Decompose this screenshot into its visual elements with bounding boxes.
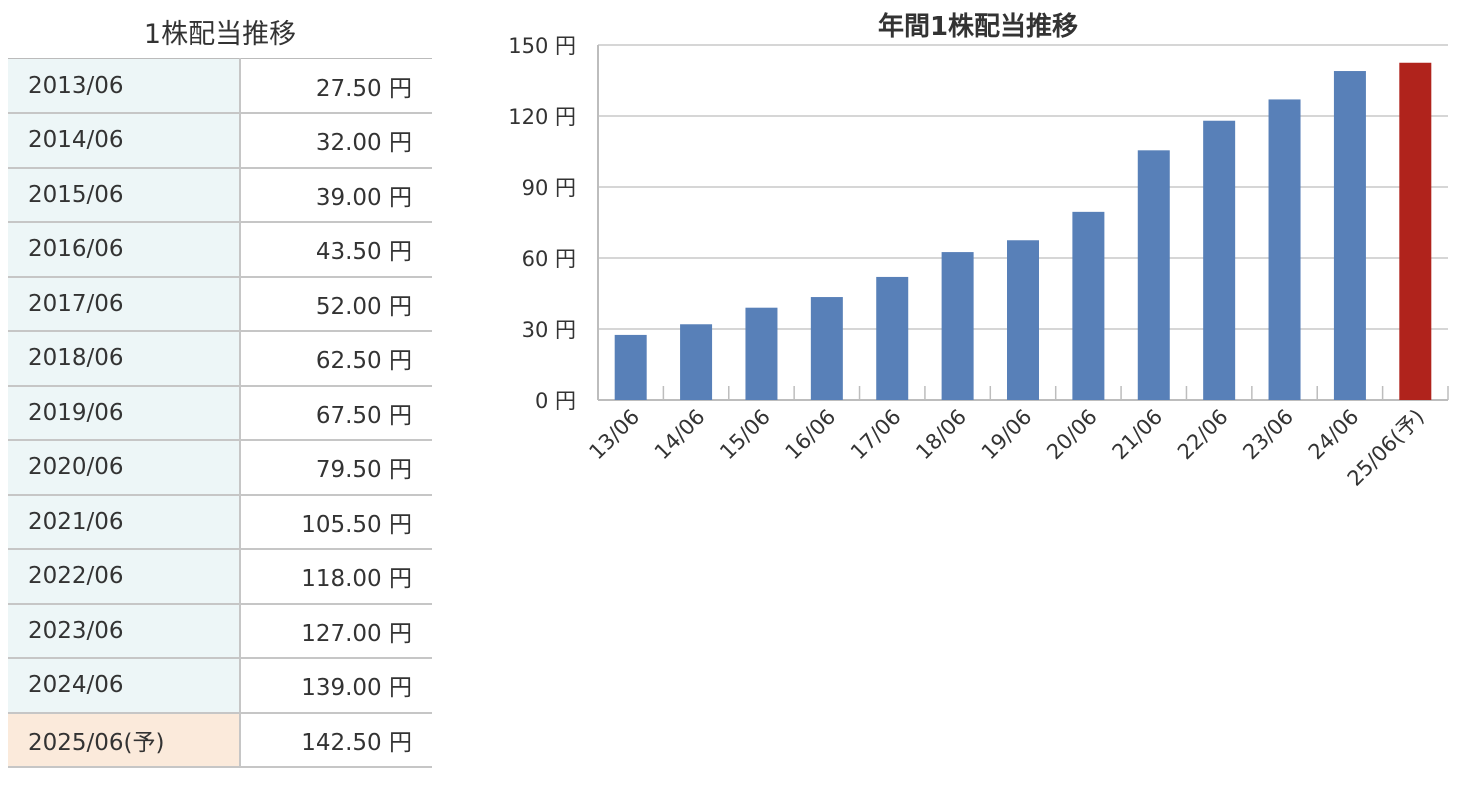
y-tick-label: 120 円: [508, 105, 576, 129]
x-tick-label: 22/06: [1173, 405, 1233, 465]
dividend-table-section: 1株配当推移 2013/06 27.50 円 2014/06 32.00 円 2015/…: [8, 0, 432, 768]
y-tick-label: 60 円: [522, 247, 576, 271]
x-tick-label: 21/06: [1108, 405, 1168, 465]
x-tick-label: 18/06: [911, 405, 971, 465]
table-row: 2016/06 43.50 円: [8, 222, 432, 278]
bar-25/06(予): [1399, 62, 1432, 400]
x-tick-label: 15/06: [715, 405, 775, 465]
table-row: 2020/06 79.50 円: [8, 440, 432, 496]
bar-19/06: [1007, 240, 1039, 400]
x-tick-label: 17/06: [846, 405, 906, 465]
row-date-cell: 2014/06: [8, 113, 241, 169]
row-date-cell: 2025/06(予): [8, 712, 241, 768]
chart-title: 年間1株配当推移: [878, 11, 1078, 42]
row-value-cell: 105.50 円: [240, 494, 432, 550]
row-date-cell: 2022/06: [8, 549, 241, 605]
bar-14/06: [680, 324, 713, 400]
x-tick-label: 19/06: [977, 405, 1037, 465]
y-tick-label: 90 円: [522, 176, 576, 200]
table-row: 2021/06 105.50 円: [8, 494, 432, 550]
row-value-cell: 39.00 円: [240, 167, 432, 223]
row-date-cell: 2020/06: [8, 440, 241, 496]
row-value-cell: 127.00 円: [240, 603, 432, 659]
y-tick-label: 150 円: [508, 34, 576, 58]
table-row: 2015/06 39.00 円: [8, 167, 432, 223]
y-tick-label: 0 円: [535, 389, 576, 413]
row-date-cell: 2013/06: [8, 58, 241, 114]
table-row: 2013/06 27.50 円: [8, 58, 432, 114]
row-date-cell: 2017/06: [8, 276, 241, 332]
table-row: 2024/06 139.00 円: [8, 658, 432, 714]
row-date-cell: 2019/06: [8, 385, 241, 441]
bar-18/06: [941, 252, 974, 400]
row-value-cell: 32.00 円: [240, 113, 432, 169]
row-date-cell: 2018/06: [8, 331, 241, 387]
x-tick-label: 13/06: [584, 405, 644, 465]
table-row: 2022/06 118.00 円: [8, 549, 432, 605]
bar-17/06: [876, 276, 909, 400]
row-date-cell: 2021/06: [8, 494, 241, 550]
table-row: 2014/06 32.00 円: [8, 113, 432, 169]
dividend-chart-section: 年間1株配当推移 0 円 30 円 60 円 90 円 120 円 150 円 13/06 1…: [440, 0, 1460, 784]
bar-20/06: [1072, 211, 1105, 400]
row-value-cell: 67.50 円: [240, 385, 432, 441]
row-date-cell: 2023/06: [8, 603, 241, 659]
dividend-table: 2013/06 27.50 円 2014/06 32.00 円 2015/06 39.00…: [8, 58, 432, 768]
row-value-cell: 27.50 円: [240, 58, 432, 114]
y-tick-label: 30 円: [522, 318, 576, 342]
row-date-cell: 2015/06: [8, 167, 241, 223]
table-title: 1株配当推移: [143, 19, 297, 50]
x-tick-label: 16/06: [781, 405, 841, 465]
bar-23/06: [1268, 99, 1301, 400]
row-date-cell: 2024/06: [8, 658, 241, 714]
table-row: 2025/06(予) 142.50 円: [8, 712, 432, 768]
bar-21/06: [1137, 150, 1170, 400]
x-tick-label: 20/06: [1042, 405, 1102, 465]
x-tick-label: 24/06: [1304, 405, 1364, 465]
table-row: 2017/06 52.00 円: [8, 276, 432, 332]
row-value-cell: 52.00 円: [240, 276, 432, 332]
bar-22/06: [1203, 120, 1236, 400]
row-value-cell: 139.00 円: [240, 658, 432, 714]
table-row: 2018/06 62.50 円: [8, 331, 432, 387]
row-value-cell: 118.00 円: [240, 549, 432, 605]
bar-16/06: [810, 297, 843, 400]
row-date-cell: 2016/06: [8, 222, 241, 278]
row-value-cell: 142.50 円: [240, 712, 432, 768]
row-value-cell: 79.50 円: [240, 440, 432, 496]
table-row: 2019/06 67.50 円: [8, 385, 432, 441]
row-value-cell: 43.50 円: [240, 222, 432, 278]
x-tick-label: 14/06: [650, 405, 710, 465]
bar-13/06: [614, 334, 647, 400]
bar-15/06: [745, 307, 778, 400]
row-value-cell: 62.50 円: [240, 331, 432, 387]
table-row: 2023/06 127.00 円: [8, 603, 432, 659]
x-tick-label: 23/06: [1238, 405, 1298, 465]
bar-24/06: [1333, 71, 1366, 401]
